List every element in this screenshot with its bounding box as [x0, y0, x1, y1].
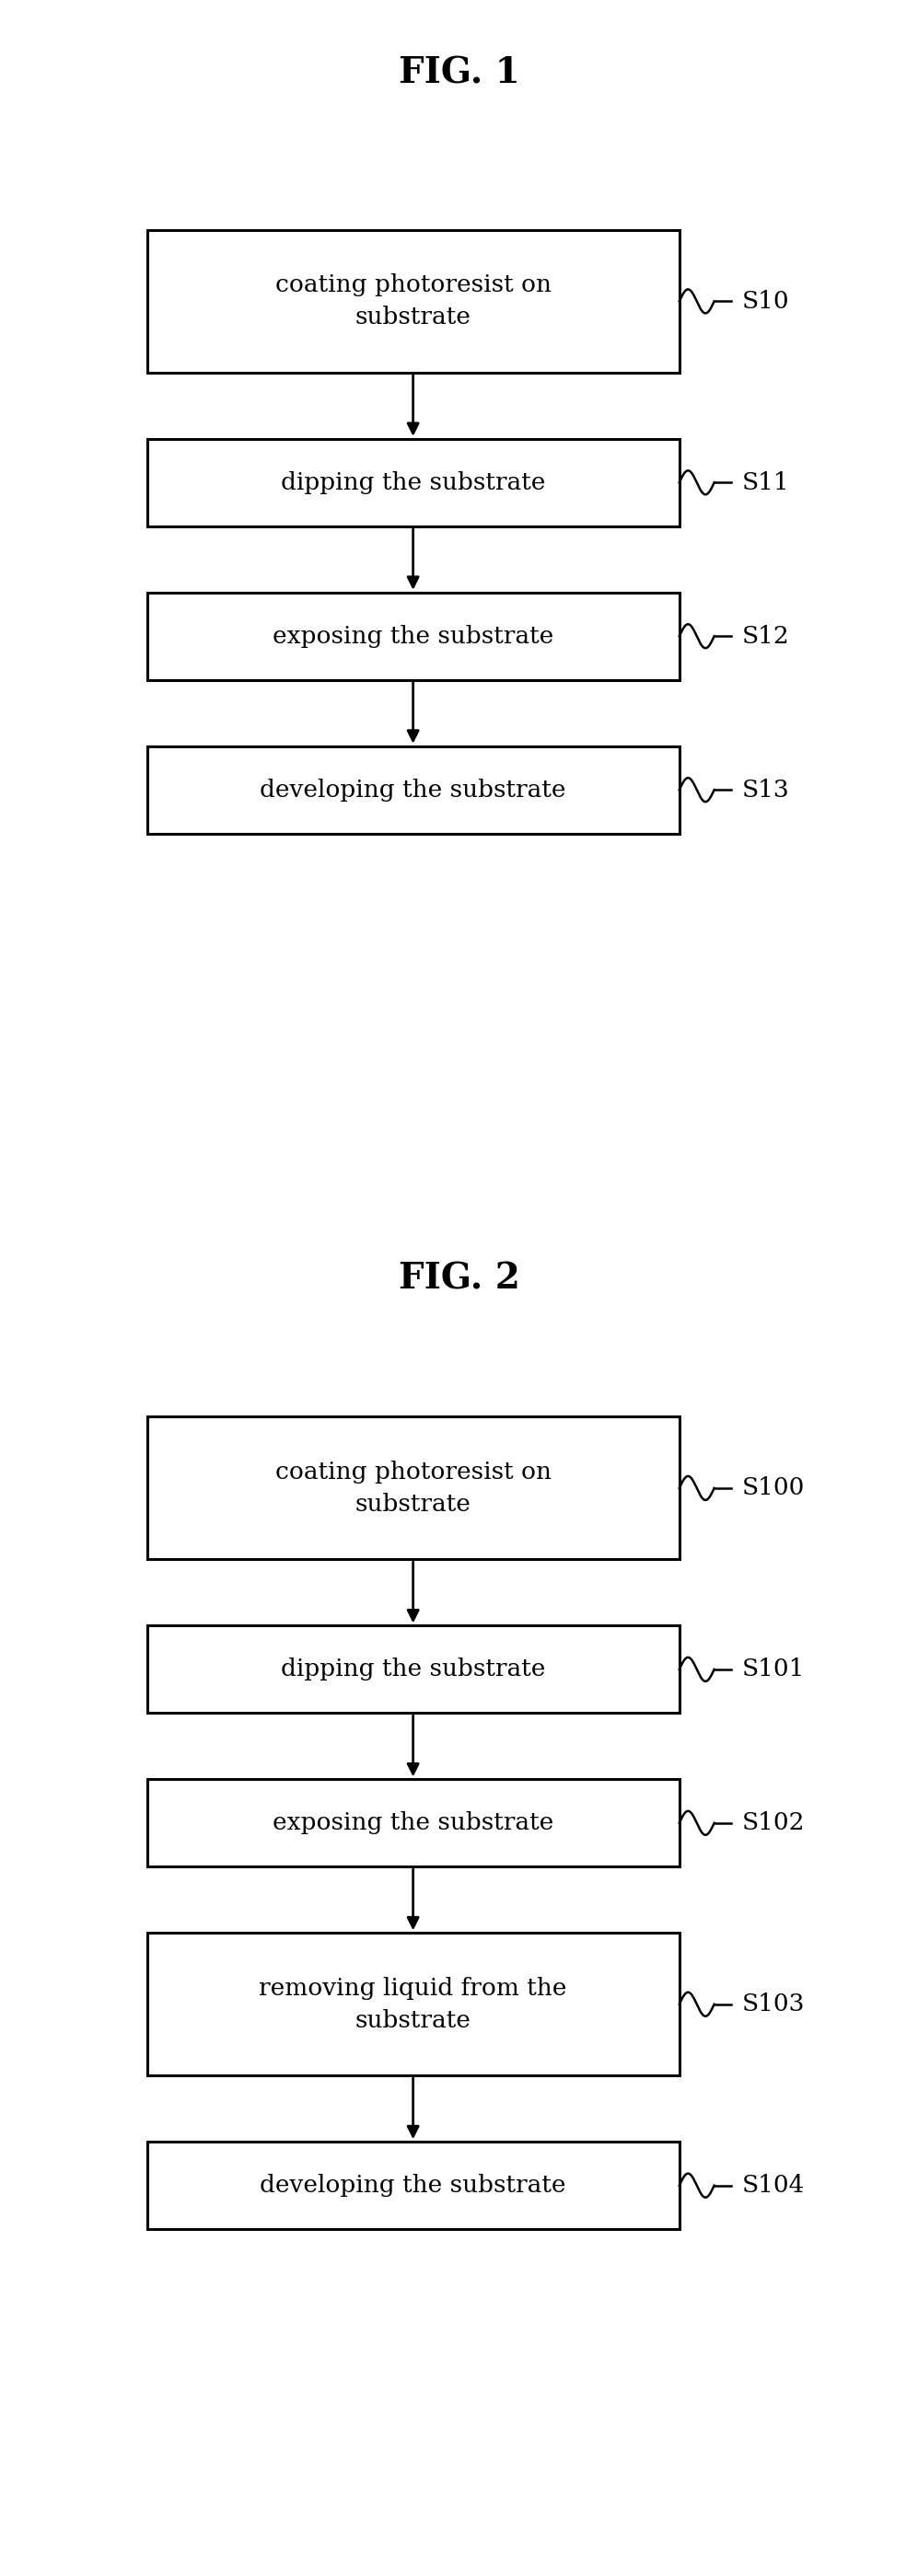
- Text: S100: S100: [742, 1476, 805, 1499]
- FancyBboxPatch shape: [147, 747, 679, 835]
- FancyBboxPatch shape: [147, 1932, 679, 2076]
- Text: FIG. 2: FIG. 2: [398, 1262, 520, 1296]
- FancyBboxPatch shape: [147, 438, 679, 526]
- Text: coating photoresist on
substrate: coating photoresist on substrate: [275, 273, 551, 330]
- Text: S104: S104: [742, 2174, 805, 2197]
- Text: developing the substrate: developing the substrate: [260, 778, 566, 801]
- FancyBboxPatch shape: [147, 592, 679, 680]
- Text: S103: S103: [742, 1994, 805, 2017]
- Text: FIG. 1: FIG. 1: [398, 57, 520, 90]
- FancyBboxPatch shape: [147, 1780, 679, 1868]
- Text: S102: S102: [742, 1811, 805, 1834]
- FancyBboxPatch shape: [147, 1417, 679, 1558]
- Text: exposing the substrate: exposing the substrate: [273, 1811, 554, 1834]
- Text: coating photoresist on
substrate: coating photoresist on substrate: [275, 1461, 551, 1515]
- Text: developing the substrate: developing the substrate: [260, 2174, 566, 2197]
- Text: S11: S11: [742, 471, 789, 495]
- FancyBboxPatch shape: [147, 1625, 679, 1713]
- Text: removing liquid from the
substrate: removing liquid from the substrate: [259, 1976, 567, 2032]
- Text: dipping the substrate: dipping the substrate: [281, 1659, 545, 1682]
- Text: S101: S101: [742, 1659, 805, 1682]
- Text: dipping the substrate: dipping the substrate: [281, 471, 545, 495]
- Text: S12: S12: [742, 623, 789, 647]
- Text: exposing the substrate: exposing the substrate: [273, 623, 554, 647]
- Text: S10: S10: [742, 289, 789, 312]
- FancyBboxPatch shape: [147, 2141, 679, 2228]
- FancyBboxPatch shape: [147, 229, 679, 374]
- Text: S13: S13: [742, 778, 789, 801]
